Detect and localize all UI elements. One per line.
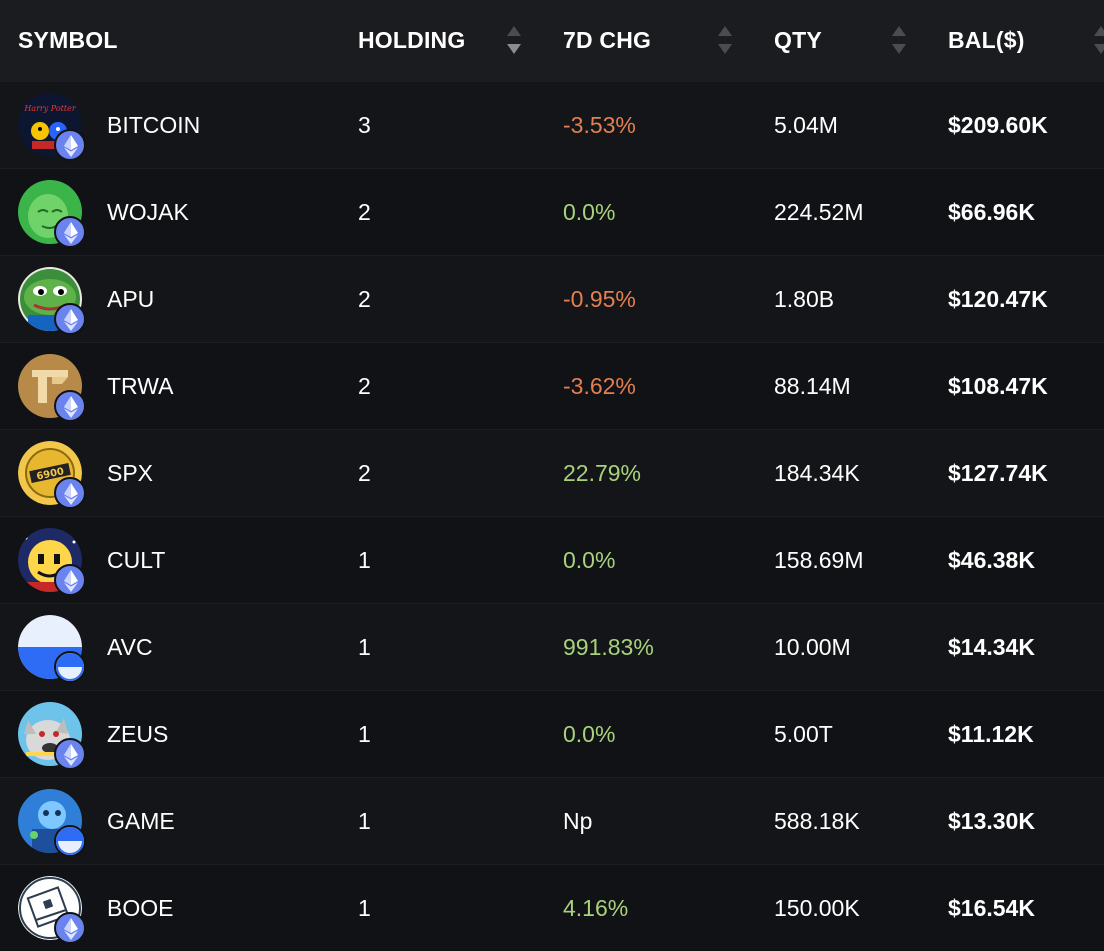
svg-text:Harry Potter: Harry Potter (23, 104, 76, 113)
table-row[interactable]: TRWA 2 -3.62% 88.14M $108.47K (0, 342, 1104, 429)
quantity: 588.18K (774, 808, 860, 834)
token-symbol: TRWA (107, 373, 174, 399)
holding-count: 2 (358, 199, 371, 225)
table-row[interactable]: Harry Potter BITCOIN 3 -3.53% 5.04M $209.60K (0, 81, 1104, 168)
holding-count: 3 (358, 112, 371, 138)
quantity: 158.69M (774, 547, 864, 573)
token-symbol: GAME (107, 808, 175, 834)
holding-count: 2 (358, 286, 371, 312)
token-symbol: ZEUS (107, 721, 169, 747)
balance: $209.60K (948, 112, 1048, 138)
table-row[interactable]: ZEUS 1 0.0% 5.00T $11.12K (0, 690, 1104, 777)
change-7d: 0.0% (563, 721, 616, 747)
harry-potter-art-icon: Harry Potter (18, 93, 82, 157)
quantity: 5.04M (774, 112, 838, 138)
ethereum-icon (54, 390, 86, 422)
ethereum-icon (54, 564, 86, 596)
change-7d: 991.83% (563, 634, 654, 660)
change-7d: -3.53% (563, 112, 636, 138)
zeus-dog-icon (18, 702, 82, 766)
table-row[interactable]: BOOE 1 4.16% 150.00K $16.54K (0, 864, 1104, 951)
ethereum-icon (54, 303, 86, 335)
sort-holding-icon[interactable] (507, 26, 521, 58)
change-7d: 0.0% (563, 547, 616, 573)
token-symbol: WOJAK (107, 199, 189, 225)
holding-count: 2 (358, 460, 371, 486)
holding-count: 1 (358, 895, 371, 921)
ethereum-icon (54, 912, 86, 944)
ethereum-icon (54, 129, 86, 161)
column-header-7d-chg[interactable]: 7D CHG (563, 27, 652, 53)
sort-qty-icon[interactable] (892, 26, 906, 58)
token-symbol: SPX (107, 460, 154, 486)
quantity: 5.00T (774, 721, 833, 747)
quantity: 88.14M (774, 373, 851, 399)
ethereum-icon (54, 738, 86, 770)
table-row[interactable]: AVC 1 991.83% 10.00M $14.34K (0, 603, 1104, 690)
balance: $127.74K (948, 460, 1048, 486)
table-row[interactable]: CULT 1 0.0% 158.69M $46.38K (0, 516, 1104, 603)
quantity: 10.00M (774, 634, 851, 660)
ethereum-icon (54, 477, 86, 509)
change-7d: 0.0% (563, 199, 616, 225)
change-7d: Np (563, 808, 593, 834)
table-body: Harry Potter BITCOIN 3 -3.53% 5.04M $209.60K W… (0, 81, 1104, 951)
token-symbol: BITCOIN (107, 112, 201, 138)
holding-count: 1 (358, 721, 371, 747)
quantity: 224.52M (774, 199, 864, 225)
balance: $108.47K (948, 373, 1048, 399)
holding-count: 1 (358, 634, 371, 660)
balance: $13.30K (948, 808, 1035, 834)
sort-7d-chg-icon[interactable] (718, 26, 732, 58)
quantity: 1.80B (774, 286, 835, 312)
token-symbol: BOOE (107, 895, 174, 921)
table-row[interactable]: WOJAK 2 0.0% 224.52M $66.96K (0, 168, 1104, 255)
change-7d: -0.95% (563, 286, 636, 312)
table-row[interactable]: 6900 SPX 2 22.79% 184.34K $127.74K (0, 429, 1104, 516)
balance: $120.47K (948, 286, 1048, 312)
quantity: 184.34K (774, 460, 860, 486)
holding-count: 1 (358, 547, 371, 573)
column-header-qty[interactable]: QTY (774, 27, 822, 53)
balance: $66.96K (948, 199, 1035, 225)
column-header-symbol[interactable]: SYMBOL (18, 27, 118, 53)
chain-icon (54, 651, 86, 683)
holding-count: 2 (358, 373, 371, 399)
token-symbol: CULT (107, 547, 166, 573)
table-row[interactable]: GAME 1 Np 588.18K $13.30K (0, 777, 1104, 864)
column-header-balance[interactable]: BAL($) (948, 27, 1025, 53)
token-symbol: APU (107, 286, 155, 312)
quantity: 150.00K (774, 895, 860, 921)
token-symbol: AVC (107, 634, 153, 660)
balance: $46.38K (948, 547, 1035, 573)
table-row[interactable]: APU 2 -0.95% 1.80B $120.47K (0, 255, 1104, 342)
balance: $11.12K (948, 721, 1034, 747)
table-header: SYMBOL HOLDING 7D CHG QTY BAL($) (0, 0, 1104, 81)
ethereum-icon (54, 216, 86, 248)
change-7d: -3.62% (563, 373, 636, 399)
column-header-holding[interactable]: HOLDING (358, 27, 466, 53)
holding-count: 1 (358, 808, 371, 834)
chain-icon (54, 825, 86, 857)
sort-balance-icon[interactable] (1094, 26, 1104, 58)
change-7d: 22.79% (563, 460, 642, 486)
balance: $16.54K (948, 895, 1035, 921)
change-7d: 4.16% (563, 895, 629, 921)
balance: $14.34K (948, 634, 1035, 660)
